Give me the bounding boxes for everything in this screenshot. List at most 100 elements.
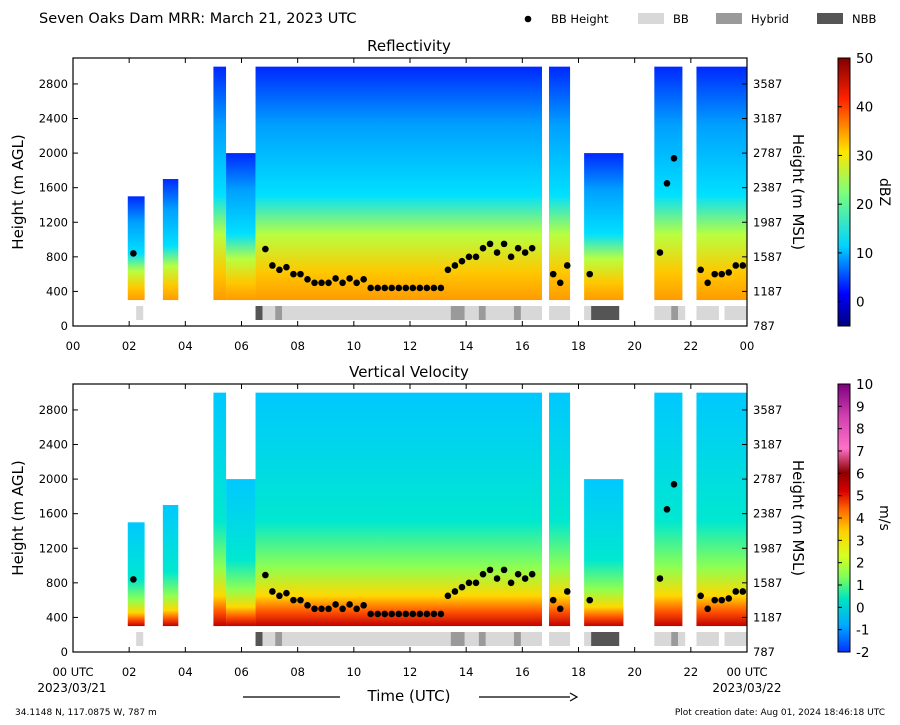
colorbar-tick-label: 8 — [856, 422, 865, 438]
bb-height-point — [276, 592, 283, 600]
bb-class-segment — [450, 306, 465, 320]
station-location: 34.1148 N, 117.0875 W, 787 m — [15, 708, 157, 718]
echo-column — [584, 479, 624, 627]
bb-height-point — [486, 566, 494, 574]
y-tick-label-right: 1187 — [753, 610, 782, 624]
y-tick-label-right: 3587 — [753, 77, 782, 91]
reflectivity-heatmap — [127, 66, 747, 320]
bb-height-point — [663, 180, 671, 187]
bb-height-point — [346, 275, 353, 282]
bb-height-point — [269, 588, 276, 595]
bb-height-point — [283, 589, 290, 597]
bb-height-point — [739, 588, 747, 595]
echo-column — [127, 522, 145, 627]
bb-height-point — [472, 579, 480, 587]
bb-height-point — [360, 602, 367, 609]
y-tick-label: 0 — [61, 645, 68, 659]
bb-height-point — [297, 596, 304, 604]
bb-height-point — [339, 279, 346, 287]
bb-height-point — [656, 575, 664, 582]
bb-class-segment — [478, 306, 486, 320]
echo-column — [226, 153, 256, 301]
bb-class-segment — [255, 306, 263, 320]
bb-height-point — [409, 284, 417, 292]
colorbar-tick-label: 3 — [856, 533, 865, 549]
echo-column — [696, 66, 747, 301]
bb-height-point — [367, 610, 374, 618]
bb-height-point — [697, 266, 704, 274]
bb-height-point — [718, 596, 726, 604]
y-tick-label: 1200 — [39, 541, 68, 555]
bb-class-segment — [584, 306, 592, 320]
legend-label: BB Height — [551, 12, 609, 26]
bb-height-point — [556, 279, 564, 287]
x-tick-label: 10 — [347, 339, 362, 353]
bb-class-segment — [513, 632, 521, 646]
bb-class-segment — [513, 306, 521, 320]
echo-column — [255, 66, 542, 301]
bb-height-point — [367, 284, 374, 292]
reflectivity-ylabel-right: Height (m MSL) — [789, 134, 807, 250]
bb-class-segment — [520, 306, 542, 320]
bb-height-point — [479, 244, 487, 252]
bb-class-segment — [464, 306, 479, 320]
bb-height-point — [311, 279, 318, 287]
x-tick-label: 20 — [627, 665, 642, 679]
bb-height-point — [507, 579, 515, 587]
y-tick-label-right: 787 — [753, 645, 775, 659]
y-tick-label-right: 1587 — [753, 250, 782, 264]
bb-height-point — [521, 249, 529, 256]
y-tick-label-right: 1187 — [753, 284, 782, 298]
x-tick-label: 06 — [234, 665, 249, 679]
bb-height-point — [304, 602, 311, 609]
bb-height-point — [395, 284, 403, 292]
echo-column — [255, 392, 542, 627]
bb-class-segment — [671, 632, 679, 646]
bb-height-point — [388, 610, 396, 618]
bb-height-point — [451, 262, 459, 269]
bb-height-point — [656, 249, 664, 256]
bb-class-segment — [724, 306, 747, 320]
bb-class-segment — [282, 306, 451, 320]
bb-height-point — [332, 601, 339, 608]
end-date: 2023/03/22 — [712, 681, 781, 695]
bb-height-point — [423, 610, 431, 618]
legend-marker-bb-height — [524, 15, 532, 23]
bb-height-point — [718, 270, 726, 278]
reflectivity-colorbar-ticks: 0 10 20 30 40 50 — [838, 51, 873, 311]
bb-height-point — [556, 605, 564, 613]
bb-height-point — [395, 610, 403, 618]
bb-height-point — [130, 250, 137, 257]
colorbar-tick-label: 6 — [856, 466, 865, 482]
y-tick-label: 2800 — [39, 403, 68, 417]
bb-class-segment — [282, 632, 451, 646]
y-tick-label-right: 2787 — [753, 472, 782, 486]
bb-height-point — [339, 605, 346, 613]
reflectivity-colorbar-label: dBZ — [876, 178, 892, 206]
colorbar-tick-label: 9 — [856, 399, 865, 415]
bb-height-point — [381, 284, 389, 292]
echo-column — [226, 479, 256, 627]
bb-height-point — [444, 592, 452, 600]
bb-height-point — [388, 284, 396, 292]
bb-class-segment — [549, 632, 571, 646]
x-tick-label: 12 — [403, 665, 418, 679]
bb-height-point — [262, 245, 269, 253]
x-tick-label: 04 — [178, 665, 193, 679]
bb-height-point — [732, 588, 740, 595]
bb-height-point — [711, 270, 719, 278]
x-tick-label: 00 — [740, 339, 755, 353]
echo-column — [584, 153, 624, 301]
echo-column — [213, 66, 227, 301]
bb-height-point — [304, 276, 311, 283]
bb-height-point — [332, 275, 339, 282]
bb-height-point — [290, 596, 297, 604]
bb-height-point — [711, 596, 719, 604]
x-tick-label: 22 — [684, 339, 699, 353]
colorbar-tick-label: 10 — [856, 246, 873, 262]
legend-label: Hybrid — [751, 12, 789, 26]
bb-height-point — [346, 601, 353, 608]
legend-swatch-bb — [638, 13, 664, 24]
colorbar-tick-label: 1 — [856, 578, 865, 594]
x-tick-label: 08 — [290, 339, 305, 353]
